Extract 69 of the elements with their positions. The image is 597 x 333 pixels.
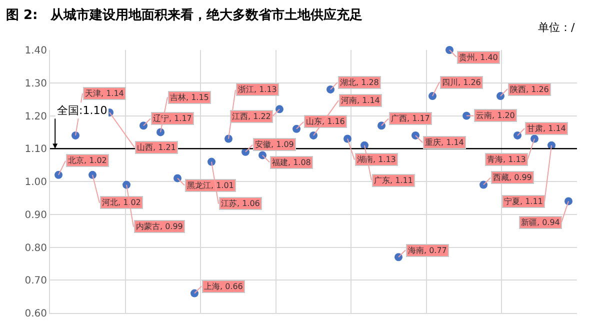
- data-label: 广东, 1.11: [374, 176, 413, 185]
- point: [54, 170, 62, 179]
- ref-line-label: 全国:1.10: [57, 104, 108, 117]
- point: [276, 105, 284, 114]
- point: [174, 174, 182, 182]
- chart-title: 图 2: 从城市建设用地面积来看，绝大多数省市土地供应充足: [6, 7, 363, 24]
- data-label: 广西, 1.17: [391, 114, 430, 123]
- data-label: 贵州, 1.40: [459, 53, 498, 62]
- point: [514, 131, 522, 140]
- point: [378, 122, 386, 130]
- data-label: 湖北, 1.28: [340, 78, 379, 87]
- point: [310, 131, 318, 140]
- data-label: 黑龙江, 1.01: [187, 181, 234, 190]
- data-label: 江西, 1.22: [232, 112, 271, 121]
- data-label: 四川, 1.26: [442, 78, 481, 87]
- y-tick-label: 1.10: [24, 144, 47, 156]
- point: [344, 134, 352, 143]
- point: [156, 128, 164, 136]
- data-label: 宁夏, 1.11: [504, 197, 543, 206]
- data-label: 陕西, 1.26: [510, 85, 549, 94]
- data-label: 天津, 1.14: [85, 89, 124, 98]
- data-label: 甘肃, 1.14: [527, 124, 566, 133]
- data-label: 湖南, 1.13: [357, 155, 396, 164]
- data-label: 江苏, 1.06: [221, 199, 260, 208]
- data-label: 海南, 0.77: [408, 246, 447, 255]
- data-label: 浙江, 1.13: [238, 85, 277, 94]
- point: [326, 85, 334, 94]
- y-tick-label: 1.40: [24, 46, 47, 56]
- data-label: 河北, 1.02: [102, 198, 141, 207]
- data-label: 重庆, 1.14: [425, 138, 464, 147]
- y-tick-label: 0.70: [24, 276, 47, 287]
- point: [224, 134, 232, 143]
- data-label: 新疆, 0.94: [521, 218, 560, 227]
- point: [208, 158, 216, 166]
- data-label: 云南, 1.20: [476, 111, 515, 120]
- point: [412, 131, 420, 140]
- data-label: 吉林, 1.15: [170, 93, 209, 102]
- data-label: 北京, 1.02: [68, 156, 107, 165]
- data-label: 内蒙古, 0.99: [136, 222, 183, 231]
- point: [140, 122, 148, 130]
- point: [190, 289, 198, 298]
- data-label: 福建, 1.08: [272, 158, 311, 167]
- y-tick-label: 0.90: [24, 210, 47, 221]
- point: [496, 92, 504, 100]
- y-tick-label: 0.80: [24, 242, 47, 254]
- point: [122, 180, 130, 189]
- y-tick-label: 1.30: [24, 78, 47, 90]
- chart-subtitle: 单位：/: [538, 21, 575, 34]
- data-label: 西藏, 0.99: [493, 173, 532, 182]
- point: [258, 151, 266, 160]
- data-label: 安徽, 1.09: [255, 140, 294, 149]
- y-tick-label: 1.20: [24, 111, 47, 122]
- y-tick-label: 1.00: [24, 177, 47, 188]
- y-tick-label: 0.60: [24, 308, 47, 320]
- data-label: 上海, 0.66: [204, 282, 243, 291]
- point: [446, 46, 454, 54]
- point: [72, 131, 80, 140]
- data-label: 山东, 1.16: [306, 117, 345, 126]
- point: [530, 134, 538, 143]
- point: [88, 170, 96, 179]
- point: [428, 92, 436, 100]
- data-label: 山西, 1.21: [137, 143, 176, 152]
- point: [394, 253, 402, 262]
- point: [480, 180, 488, 189]
- data-label: 河南, 1.14: [341, 96, 380, 105]
- point: [462, 112, 470, 120]
- point: [292, 124, 300, 133]
- data-label: 青海, 1.13: [487, 155, 526, 164]
- point: [564, 197, 572, 206]
